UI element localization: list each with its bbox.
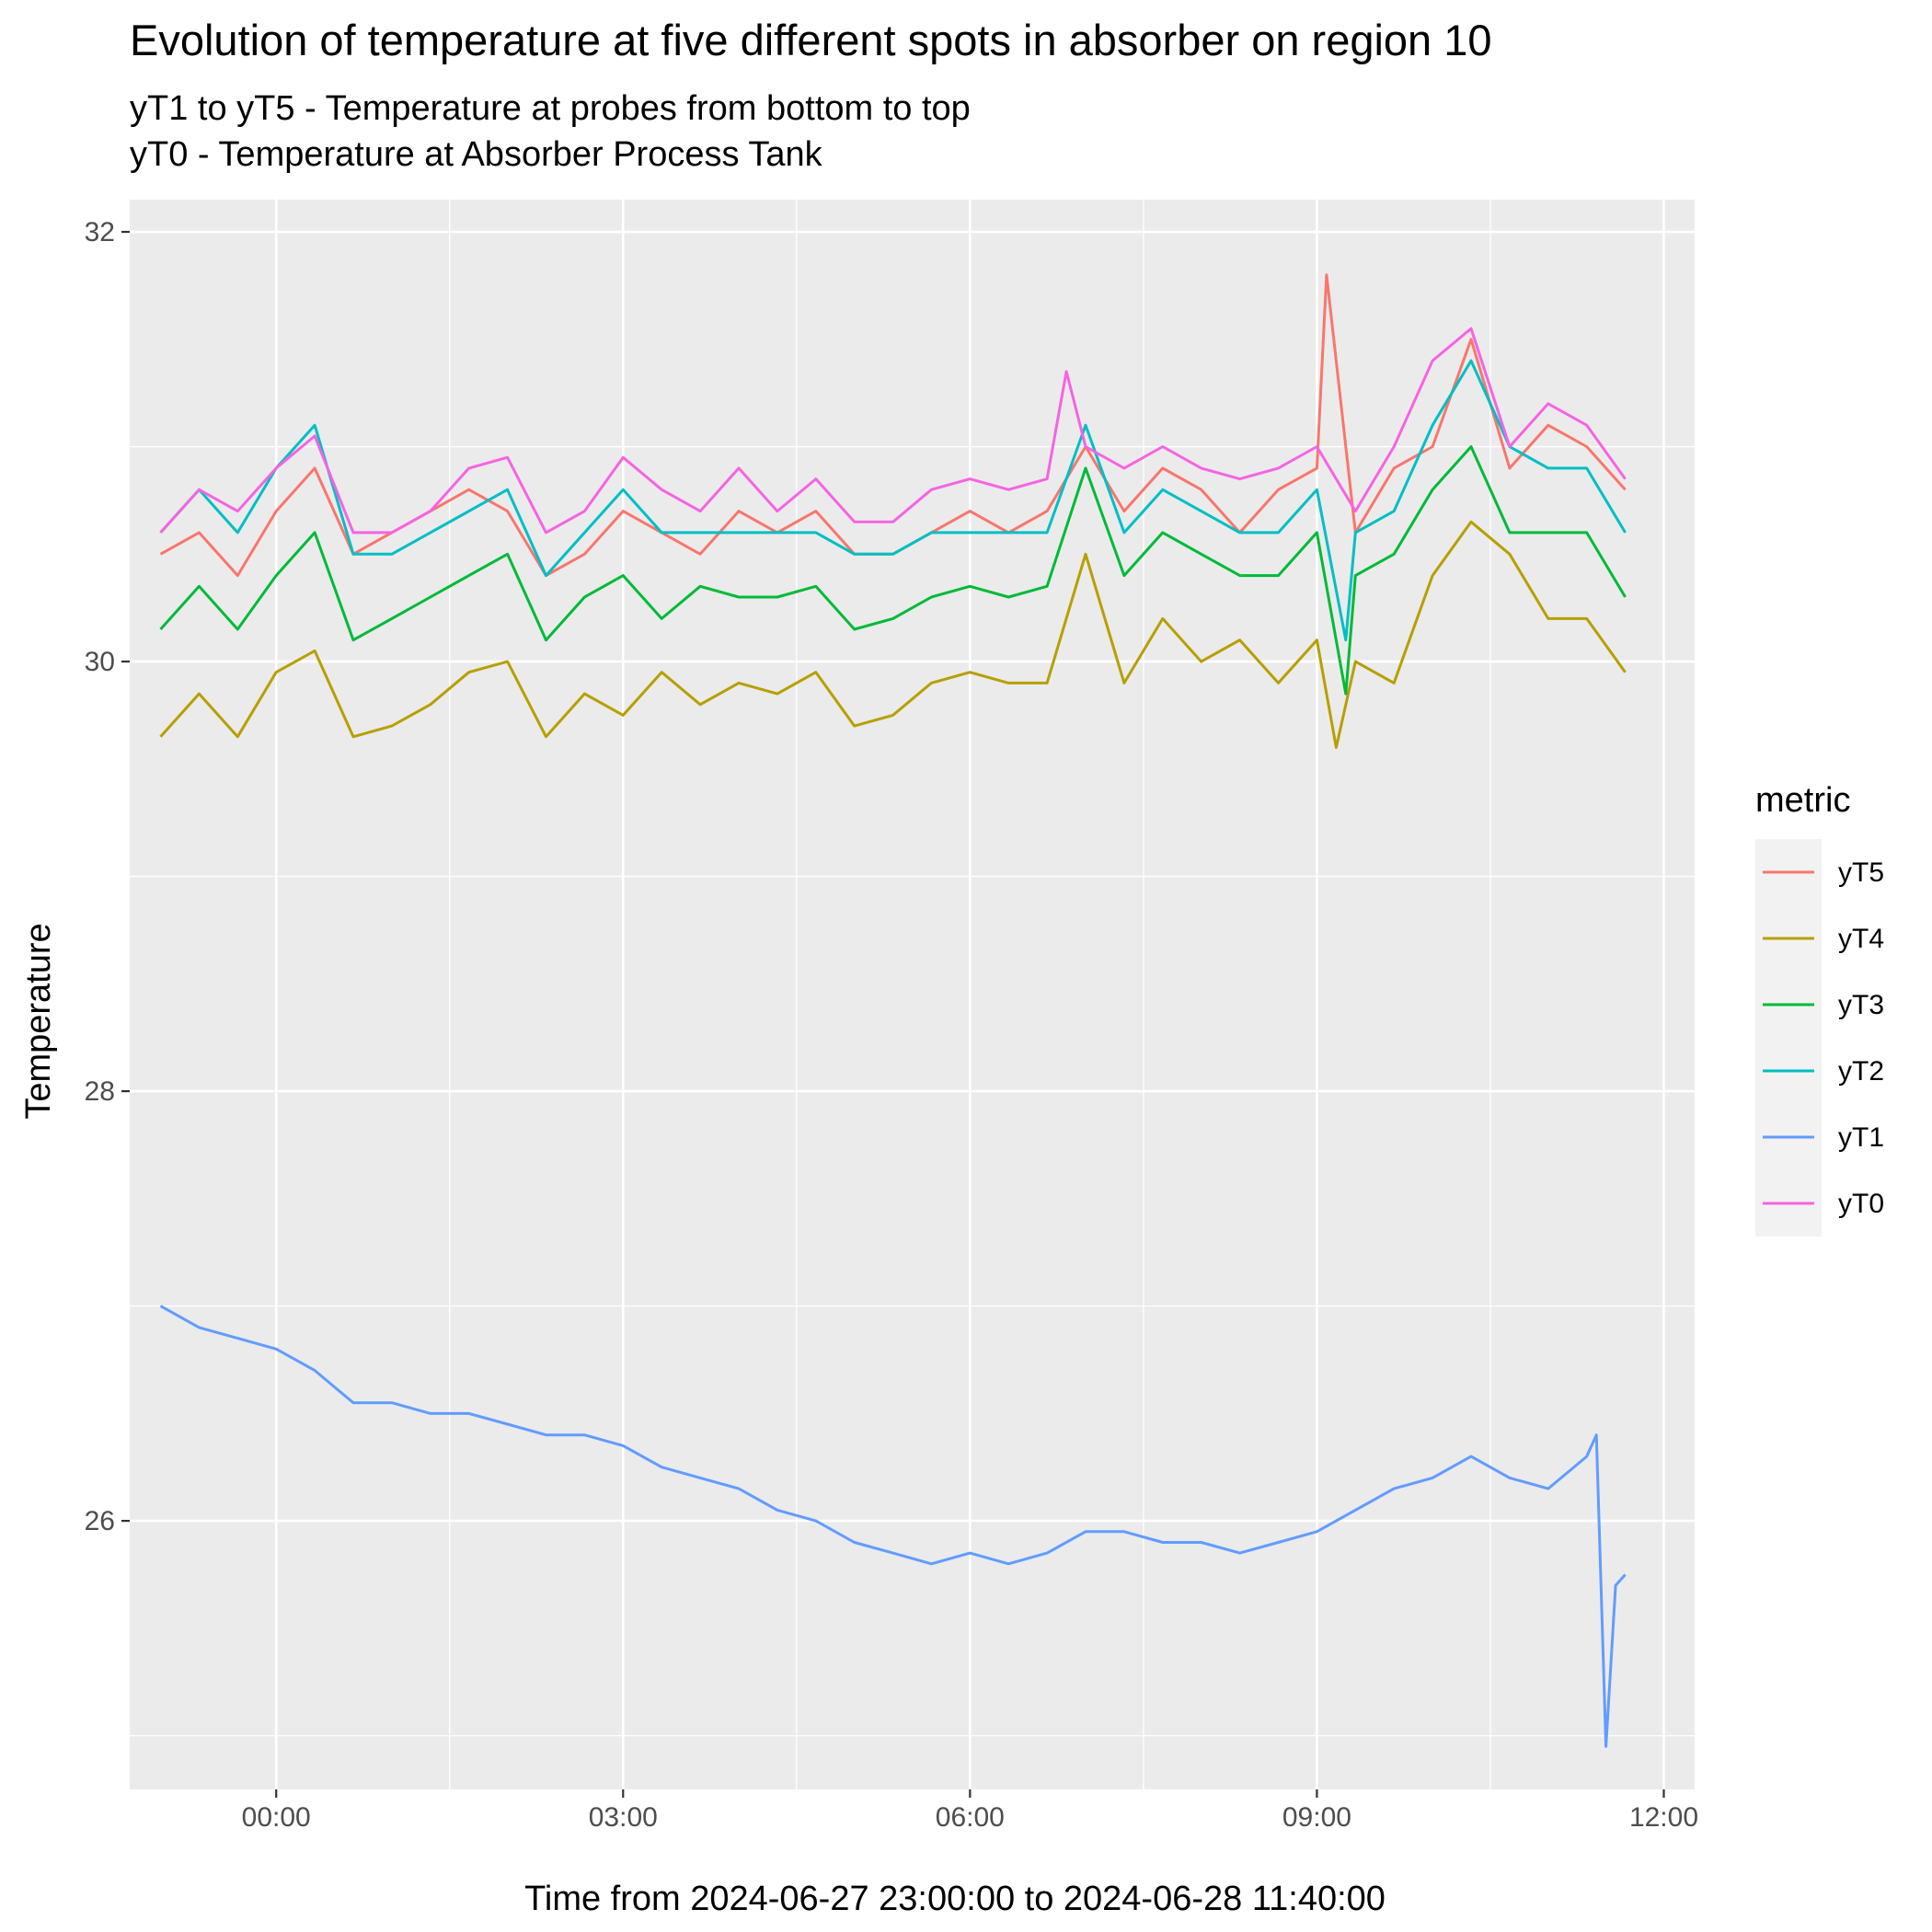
major-gridlines bbox=[130, 200, 1695, 1789]
minor-gridlines bbox=[130, 200, 1695, 1789]
series-line-yT1 bbox=[159, 1305, 1627, 1748]
x-tick-label: 03:00 bbox=[589, 1802, 658, 1833]
legend-label-yT4: yT4 bbox=[1838, 924, 1884, 954]
y-axis-tick-labels: 26 28 30 32 bbox=[85, 217, 115, 1536]
chart-title: Evolution of temperature at five differe… bbox=[130, 16, 1492, 64]
chart-subtitle-line-2: yT0 - Temperature at Absorber Process Ta… bbox=[130, 135, 823, 174]
series-line-yT0 bbox=[159, 327, 1627, 535]
y-tick-label: 26 bbox=[85, 1506, 115, 1536]
axis-ticks bbox=[121, 230, 1665, 1798]
x-axis-title: Time from 2024-06-27 23:00:00 to 2024-06… bbox=[524, 1880, 1386, 1918]
legend-label-yT3: yT3 bbox=[1838, 990, 1884, 1020]
chart-subtitle-line-1: yT1 to yT5 - Temperature at probes from … bbox=[130, 89, 971, 128]
y-tick-label: 32 bbox=[85, 217, 115, 247]
plot-panel bbox=[130, 200, 1695, 1789]
legend-key-background bbox=[1755, 839, 1822, 1236]
x-tick-label: 12:00 bbox=[1629, 1802, 1698, 1833]
series-line-yT3 bbox=[159, 445, 1627, 696]
legend-label-yT5: yT5 bbox=[1838, 857, 1884, 888]
series-lines bbox=[159, 273, 1627, 1748]
x-tick-label: 00:00 bbox=[242, 1802, 311, 1833]
x-tick-label: 09:00 bbox=[1282, 1802, 1351, 1833]
legend-label-yT0: yT0 bbox=[1838, 1189, 1884, 1219]
y-tick-label: 30 bbox=[85, 647, 115, 677]
series-line-yT4 bbox=[159, 520, 1627, 749]
series-line-yT2 bbox=[159, 359, 1627, 642]
x-axis-tick-labels: 00:00 03:00 06:00 09:00 12:00 bbox=[242, 1802, 1698, 1833]
legend-label-yT1: yT1 bbox=[1838, 1122, 1884, 1153]
y-axis-title: Temperature bbox=[19, 923, 58, 1119]
legend-label-yT2: yT2 bbox=[1838, 1056, 1884, 1087]
y-tick-label: 28 bbox=[85, 1076, 115, 1107]
legend-title: metric bbox=[1755, 781, 1850, 820]
legend: metric yT5 yT4 yT3 yT2 yT1 yT0 bbox=[1755, 781, 1884, 1236]
x-tick-label: 06:00 bbox=[936, 1802, 1005, 1833]
